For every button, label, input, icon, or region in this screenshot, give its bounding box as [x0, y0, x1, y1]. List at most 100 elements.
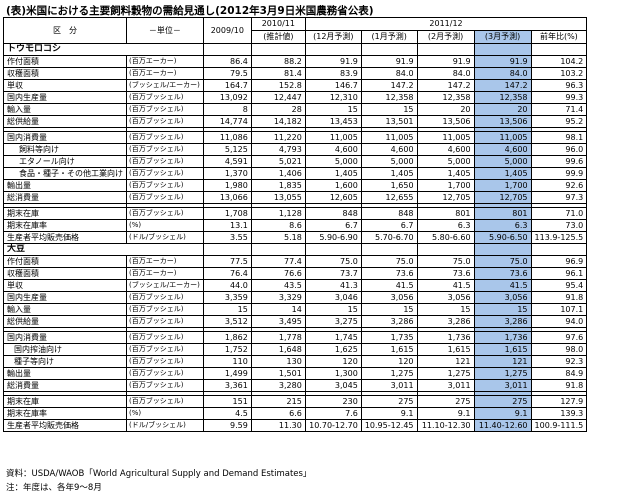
row-label: 収穫面積: [3, 67, 127, 80]
row-label: 輸入量: [3, 303, 127, 316]
section-empty-cell: [416, 43, 475, 56]
row-value: 8: [202, 103, 252, 116]
row-value: 14,774: [202, 115, 252, 128]
row-unit: (百万ブッシェル): [126, 191, 204, 204]
row-value: 1,862: [202, 331, 252, 344]
row-value: 12,358: [416, 91, 475, 104]
section-empty-cell: [416, 243, 475, 256]
row-unit: (%): [126, 219, 204, 232]
row-value: 848: [360, 207, 418, 220]
group-gap-row: [3, 127, 588, 132]
header-dec-forecast: (12月予測): [304, 30, 362, 44]
row-value: 14,182: [250, 115, 306, 128]
row-value: 98.0: [530, 343, 588, 356]
row-value: 41.5: [416, 279, 475, 292]
row-value: 1,501: [250, 367, 306, 380]
row-value: 11,005: [304, 131, 362, 144]
row-value: 152.8: [250, 79, 306, 92]
row-value: 12,655: [360, 191, 418, 204]
row-value: 3,286: [416, 315, 475, 328]
row-value: 73.7: [304, 267, 362, 280]
row-label: 国内消費量: [3, 131, 127, 144]
header-row-1: 区 分 －単位－ 2009/10 2010/11 2011/12: [3, 17, 588, 44]
row-value: 5,021: [250, 155, 306, 168]
section-empty-cell: [530, 43, 588, 56]
row-value: 99.3: [530, 91, 588, 104]
row-value: 83.9: [304, 67, 362, 80]
header-jan-forecast: (1月予測): [360, 30, 418, 44]
row-label: 国内生産量: [3, 91, 127, 104]
row-value: 71.4: [530, 103, 588, 116]
section-row: トウモロコシ: [3, 43, 588, 56]
row-value: 1,300: [304, 367, 362, 380]
row-label: エタノール向け: [3, 155, 127, 168]
section-empty-cell: [473, 43, 532, 56]
row-value: 11.40-12.60: [473, 419, 532, 432]
table-row: 国内搾油向け (百万ブッシェル) 1,752 1,648 1,625 1,615 1,615…: [3, 343, 588, 356]
header-year-2011: 2011/12: [304, 17, 588, 31]
table-title: (表)米国における主要飼料穀物の需給見通し(2012年3月9日米国農務省公表): [6, 5, 374, 17]
row-value: 3.55: [202, 231, 252, 244]
row-value: 1,835: [250, 179, 306, 192]
row-value: 3,286: [360, 315, 418, 328]
row-value: 84.0: [473, 67, 532, 80]
row-value: 11,220: [250, 131, 306, 144]
row-value: 94.0: [530, 315, 588, 328]
row-value: 15: [304, 303, 362, 316]
row-value: 84.0: [416, 67, 475, 80]
table-row: 総供給量 (百万ブッシェル) 3,512 3,495 3,275 3,286 3,286 3,…: [3, 315, 588, 328]
table-row: 作付面積 (百万エーカー) 77.5 77.4 75.0 75.0 75.0 75.0 96.9: [3, 255, 588, 268]
row-value: 79.5: [202, 67, 252, 80]
row-value: 13,453: [304, 115, 362, 128]
section-empty-cell: [304, 43, 362, 56]
row-value: 77.5: [202, 255, 252, 268]
row-value: 11,005: [360, 131, 418, 144]
row-value: 3,011: [416, 379, 475, 392]
row-value: 1,980: [202, 179, 252, 192]
row-label: 期末在庫率: [3, 219, 127, 232]
table-row: 総消費量 (百万ブッシェル) 13,066 13,055 12,605 12,655 12,…: [3, 191, 588, 204]
row-value: 81.4: [250, 67, 306, 80]
row-unit: (百万ブッシェル): [126, 343, 204, 356]
row-value: 9.59: [202, 419, 252, 432]
header-year-2010: 2010/11: [250, 17, 306, 31]
row-value: 95.2: [530, 115, 588, 128]
row-value: 107.1: [530, 303, 588, 316]
table-row: 輸出量 (百万ブッシェル) 1,980 1,835 1,600 1,650 1,700 1,7…: [3, 179, 588, 192]
row-value: 76.6: [250, 267, 306, 280]
row-value: 13,066: [202, 191, 252, 204]
header-year-2009: 2009/10: [202, 17, 252, 44]
row-value: 230: [304, 395, 362, 408]
row-value: 12,705: [473, 191, 532, 204]
row-label: 国内生産量: [3, 291, 127, 304]
row-value: 11,005: [416, 131, 475, 144]
row-value: 95.4: [530, 279, 588, 292]
table-row: 作付面積 (百万エーカー) 86.4 88.2 91.9 91.9 91.9 91.9 104.…: [3, 55, 588, 68]
row-value: 103.2: [530, 67, 588, 80]
row-value: 11.10-12.30: [416, 419, 475, 432]
table-row: 生産者平均販売価格 (ドル/ブッシェル) 9.59 11.30 10.70-12.70 1…: [3, 419, 588, 432]
row-value: 13,506: [473, 115, 532, 128]
row-value: 121: [416, 355, 475, 368]
row-value: 1,128: [250, 207, 306, 220]
row-value: 139.3: [530, 407, 588, 420]
row-label: 期末在庫: [3, 207, 127, 220]
row-unit: (百万ブッシェル): [126, 291, 204, 304]
row-unit: (百万ブッシェル): [126, 91, 204, 104]
row-value: 13.1: [202, 219, 252, 232]
row-value: 97.6: [530, 331, 588, 344]
row-label: 総消費量: [3, 191, 127, 204]
row-value: 4,600: [360, 143, 418, 156]
row-value: 5.90-6.90: [304, 231, 362, 244]
row-unit: (百万エーカー): [126, 267, 204, 280]
row-value: 96.0: [530, 143, 588, 156]
row-value: 13,506: [416, 115, 475, 128]
row-unit: (百万ブッシェル): [126, 379, 204, 392]
table-row: 国内消費量 (百万ブッシェル) 1,862 1,778 1,745 1,735 1,736 1…: [3, 331, 588, 344]
row-value: 1,778: [250, 331, 306, 344]
row-label: 作付面積: [3, 255, 127, 268]
row-label: 生産者平均販売価格: [3, 231, 127, 244]
row-value: 73.6: [416, 267, 475, 280]
row-value: 43.5: [250, 279, 306, 292]
row-value: 76.4: [202, 267, 252, 280]
